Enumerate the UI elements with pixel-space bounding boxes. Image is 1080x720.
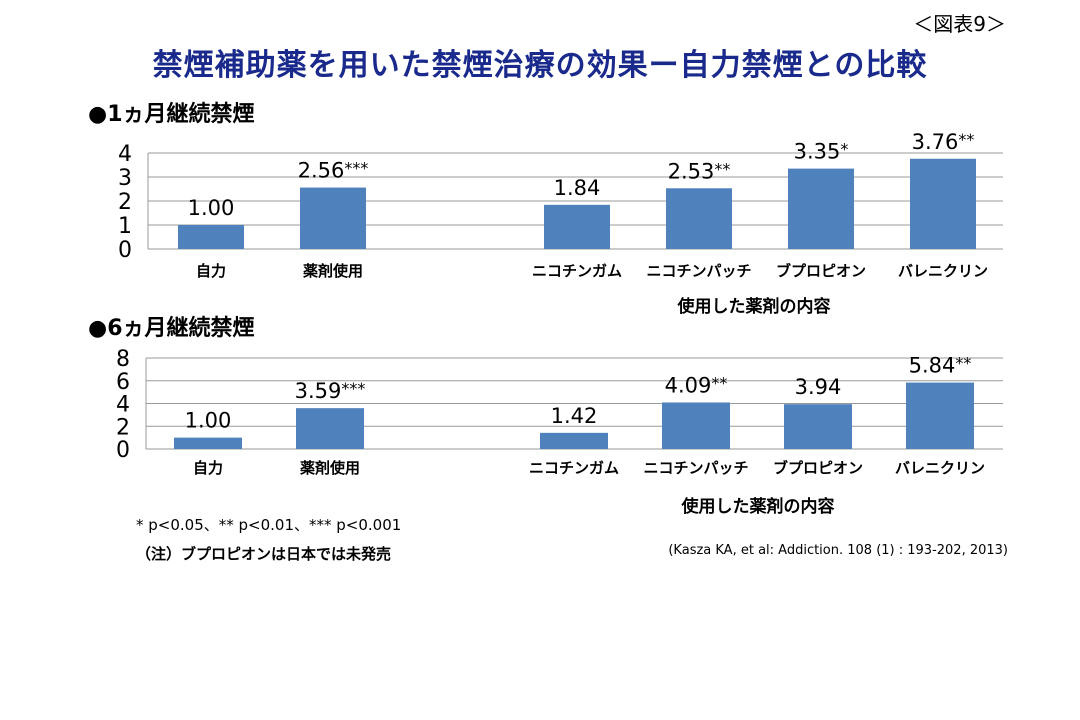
figure-label: ＜図表9＞	[913, 12, 1006, 36]
y-tick-label: 0	[116, 438, 130, 463]
chart-2-xlabel: 使用した薬剤の内容	[681, 497, 835, 517]
bar	[540, 432, 608, 449]
data-label: 1.00	[185, 409, 232, 433]
bar	[544, 204, 610, 249]
data-label: 1.00	[188, 196, 235, 220]
chart-2-title: ●6ヵ月継続禁煙	[88, 316, 255, 341]
significance-marker: **	[711, 373, 727, 392]
bar	[784, 404, 852, 449]
significance-footnote: * p<0.05、** p<0.01、*** p<0.001	[136, 516, 402, 534]
significance-marker: *	[840, 140, 848, 159]
significance-marker: ***	[344, 159, 368, 178]
category-label: 薬剤使用	[299, 459, 360, 477]
page-title: 禁煙補助薬を用いた禁煙治療の効果ー自力禁煙との比較	[152, 48, 928, 83]
bar	[910, 158, 976, 249]
category-label: 薬剤使用	[302, 262, 363, 280]
data-label: 2.56***	[298, 159, 369, 183]
data-label: 1.84	[554, 176, 601, 200]
bar	[174, 437, 242, 449]
category-label: 自力	[193, 459, 223, 477]
category-label: ニコチンパッチ	[646, 262, 751, 280]
y-tick-label: 3	[118, 166, 132, 191]
significance-marker: **	[958, 130, 974, 149]
data-label: 3.94	[795, 375, 842, 399]
data-label: 5.84**	[909, 354, 972, 378]
y-tick-label: 1	[118, 214, 132, 239]
significance-marker: **	[955, 354, 971, 373]
chart-1-title: ●1ヵ月継続禁煙	[88, 102, 255, 127]
y-tick-label: 6	[116, 370, 130, 395]
category-label: ニコチンガム	[532, 262, 622, 280]
category-label: バレニクリン	[898, 262, 988, 280]
bar	[906, 382, 974, 449]
data-label: 1.42	[551, 404, 598, 428]
data-label: 4.09**	[665, 373, 728, 397]
bar	[296, 408, 364, 449]
bar	[662, 402, 730, 449]
data-label: 3.59***	[295, 379, 366, 403]
availability-note: （注）ブプロピオンは日本では未発売	[136, 545, 392, 563]
y-tick-label: 4	[116, 393, 130, 418]
bar	[788, 168, 854, 249]
chart-1-xlabel: 使用した薬剤の内容	[677, 297, 831, 317]
bar	[178, 225, 244, 249]
data-label: 3.76**	[912, 130, 975, 154]
category-label: ブプロピオン	[773, 459, 863, 477]
category-label: 自力	[196, 262, 226, 280]
bar	[666, 188, 732, 249]
y-tick-label: 8	[116, 347, 130, 372]
bar	[300, 187, 366, 249]
y-tick-label: 2	[118, 190, 132, 215]
y-tick-label: 4	[118, 142, 132, 167]
significance-marker: ***	[341, 379, 365, 398]
data-label: 3.35*	[794, 140, 849, 164]
category-label: ブプロピオン	[776, 262, 866, 280]
y-tick-label: 0	[118, 238, 132, 263]
category-label: ニコチンガム	[529, 459, 619, 477]
category-label: バレニクリン	[895, 459, 985, 477]
citation: (Kasza KA, et al: Addiction. 108 (1) : 1…	[668, 543, 1008, 558]
category-label: ニコチンパッチ	[643, 459, 748, 477]
data-label: 2.53**	[668, 159, 731, 183]
significance-marker: **	[714, 159, 730, 178]
y-tick-label: 2	[116, 415, 130, 440]
